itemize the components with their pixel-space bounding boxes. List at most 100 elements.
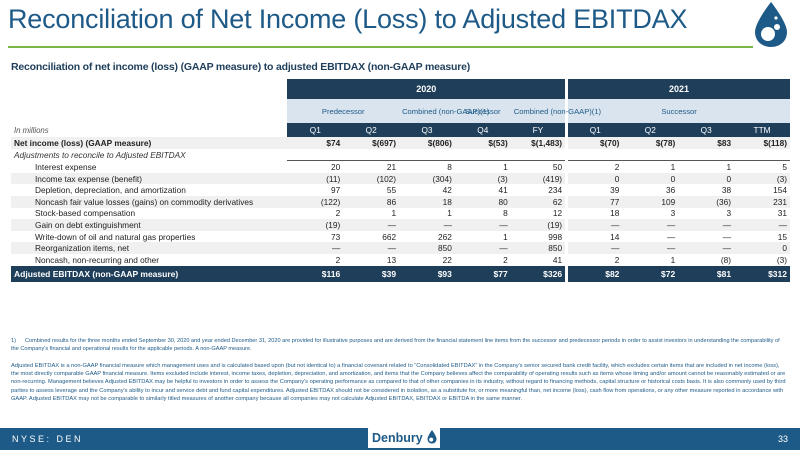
row-value: 1 bbox=[678, 160, 735, 173]
row-value: 3 bbox=[726, 208, 732, 219]
table-row: Write-down of oil and natural gas proper… bbox=[11, 230, 790, 243]
row-value: 662 bbox=[382, 231, 397, 242]
row-value: — bbox=[622, 242, 679, 254]
footnote: 1) Combined results for the three months … bbox=[11, 337, 786, 353]
row-value: — bbox=[287, 242, 344, 254]
table-subtitle: Reconciliation of net income (loss) (GAA… bbox=[11, 61, 471, 73]
title-divider bbox=[8, 46, 753, 48]
row-value: $(70) bbox=[565, 137, 623, 149]
row-value: — bbox=[343, 242, 400, 254]
units-label: In millions bbox=[14, 125, 49, 135]
row-value: 15 bbox=[777, 231, 787, 242]
row-value: 39 bbox=[565, 184, 623, 196]
row-value: 18 bbox=[399, 195, 455, 208]
row-value: 36 bbox=[666, 185, 676, 196]
row-value: 80 bbox=[454, 195, 511, 208]
row-value: 77 bbox=[565, 195, 623, 208]
total-value: $116 bbox=[287, 265, 344, 282]
row-value: (8) bbox=[720, 254, 732, 265]
row-value: — bbox=[454, 242, 511, 254]
table-row: Stock-based compensation 2 1 1 8 12 18 3 3 31 bbox=[11, 207, 790, 220]
row-value: 3 bbox=[670, 208, 676, 219]
row-value: 1 bbox=[622, 160, 679, 173]
row-value: 38 bbox=[721, 185, 732, 196]
row-value: — bbox=[565, 219, 623, 231]
row-value: 13 bbox=[386, 254, 397, 265]
combined-q3-header: Combined (non-GAAP)(1) bbox=[399, 99, 489, 123]
row-value: 14 bbox=[565, 230, 623, 243]
col-header: FY bbox=[510, 123, 567, 137]
row-value: 231 bbox=[734, 195, 790, 208]
row-value: 234 bbox=[548, 185, 563, 196]
row-value: 50 bbox=[510, 160, 567, 173]
row-value: 2 bbox=[565, 253, 623, 266]
row-value bbox=[622, 149, 678, 161]
successor-2021-header: Successor bbox=[565, 99, 790, 123]
row-value: 1 bbox=[391, 208, 397, 219]
row-value: 0 bbox=[678, 172, 735, 185]
total-value: $312 bbox=[734, 265, 790, 282]
row-value: 2 bbox=[335, 208, 341, 219]
row-value: 62 bbox=[510, 195, 567, 208]
col-header: TTM bbox=[734, 123, 790, 137]
footnote-text: Combined results for the three months en… bbox=[11, 338, 780, 352]
row-value: $(806) bbox=[399, 137, 455, 149]
total-label: Adjusted EBITDAX (non-GAAP measure) bbox=[11, 265, 288, 282]
table-row: Income tax expense (benefit) (11) (102) (30… bbox=[11, 172, 790, 185]
row-value: 8 bbox=[399, 160, 455, 173]
row-value: (419) bbox=[510, 172, 567, 185]
row-value: 2 bbox=[565, 160, 623, 173]
row-value: 262 bbox=[438, 231, 452, 242]
row-value bbox=[399, 149, 455, 161]
row-value bbox=[287, 149, 343, 161]
row-value bbox=[565, 148, 623, 161]
row-value: — bbox=[399, 219, 455, 231]
row-value: 8 bbox=[503, 208, 508, 219]
row-value: — bbox=[722, 231, 732, 242]
total-value: $82 bbox=[565, 265, 623, 282]
row-value bbox=[734, 149, 790, 161]
row-value: $74 bbox=[287, 137, 344, 149]
row-value: 55 bbox=[386, 185, 397, 196]
col-header: Q3 bbox=[399, 123, 455, 137]
row-label: Noncash, non-recurring and other bbox=[35, 254, 160, 265]
total-value: $326 bbox=[510, 265, 567, 282]
row-value: $(118) bbox=[734, 137, 790, 149]
row-value: 1 bbox=[503, 231, 508, 242]
row-value: 73 bbox=[331, 231, 341, 242]
denbury-drop-logo-icon bbox=[755, 2, 787, 47]
row-value: 2 bbox=[503, 254, 508, 265]
row-value: — bbox=[622, 219, 679, 231]
column-header-row: In millions Q1 Q2 Q3 Q4 FY Q1 Q2 Q3 TTM bbox=[11, 123, 790, 137]
total-value: $81 bbox=[678, 265, 735, 282]
row-value: 22 bbox=[442, 254, 452, 265]
footnote-number: 1) bbox=[11, 338, 16, 344]
row-value: — bbox=[666, 231, 676, 242]
row-value: 850 bbox=[510, 242, 567, 254]
row-value: 31 bbox=[777, 208, 787, 219]
page-title: Reconciliation of Net Income (Loss) to A… bbox=[8, 4, 688, 34]
row-value: 97 bbox=[331, 185, 341, 196]
row-value bbox=[511, 149, 567, 161]
page-number: 33 bbox=[777, 434, 788, 444]
table-row: Depletion, depreciation, and amortizatio… bbox=[11, 184, 790, 196]
col-header: Q3 bbox=[678, 123, 735, 137]
successor-q4-header: Successor bbox=[454, 99, 511, 123]
row-value: (19) bbox=[287, 219, 344, 231]
row-value: 42 bbox=[442, 185, 452, 196]
reconciliation-table-wrapper: 2020 2021 Predecessor Combined (non-GAAP… bbox=[11, 79, 790, 282]
year-2020-header: 2020 bbox=[287, 79, 567, 99]
row-value: 41 bbox=[498, 185, 508, 196]
row-value: 41 bbox=[552, 254, 563, 265]
row-label: Net income (loss) (GAAP measure) bbox=[11, 137, 288, 149]
table-row: Adjustments to reconcile to Adjusted EBI… bbox=[11, 148, 790, 161]
row-value: (3) bbox=[734, 172, 790, 185]
footer-brand-name: Denbury bbox=[372, 431, 423, 445]
row-value: (304) bbox=[399, 172, 455, 185]
row-label: Gain on debt extinguishment bbox=[11, 219, 288, 231]
row-value: 154 bbox=[773, 185, 787, 196]
row-value: 12 bbox=[552, 208, 563, 219]
total-row: Adjusted EBITDAX (non-GAAP measure) $116 $… bbox=[11, 265, 790, 282]
row-label: Noncash fair value losses (gains) on com… bbox=[11, 195, 288, 208]
row-value: (102) bbox=[343, 172, 400, 185]
